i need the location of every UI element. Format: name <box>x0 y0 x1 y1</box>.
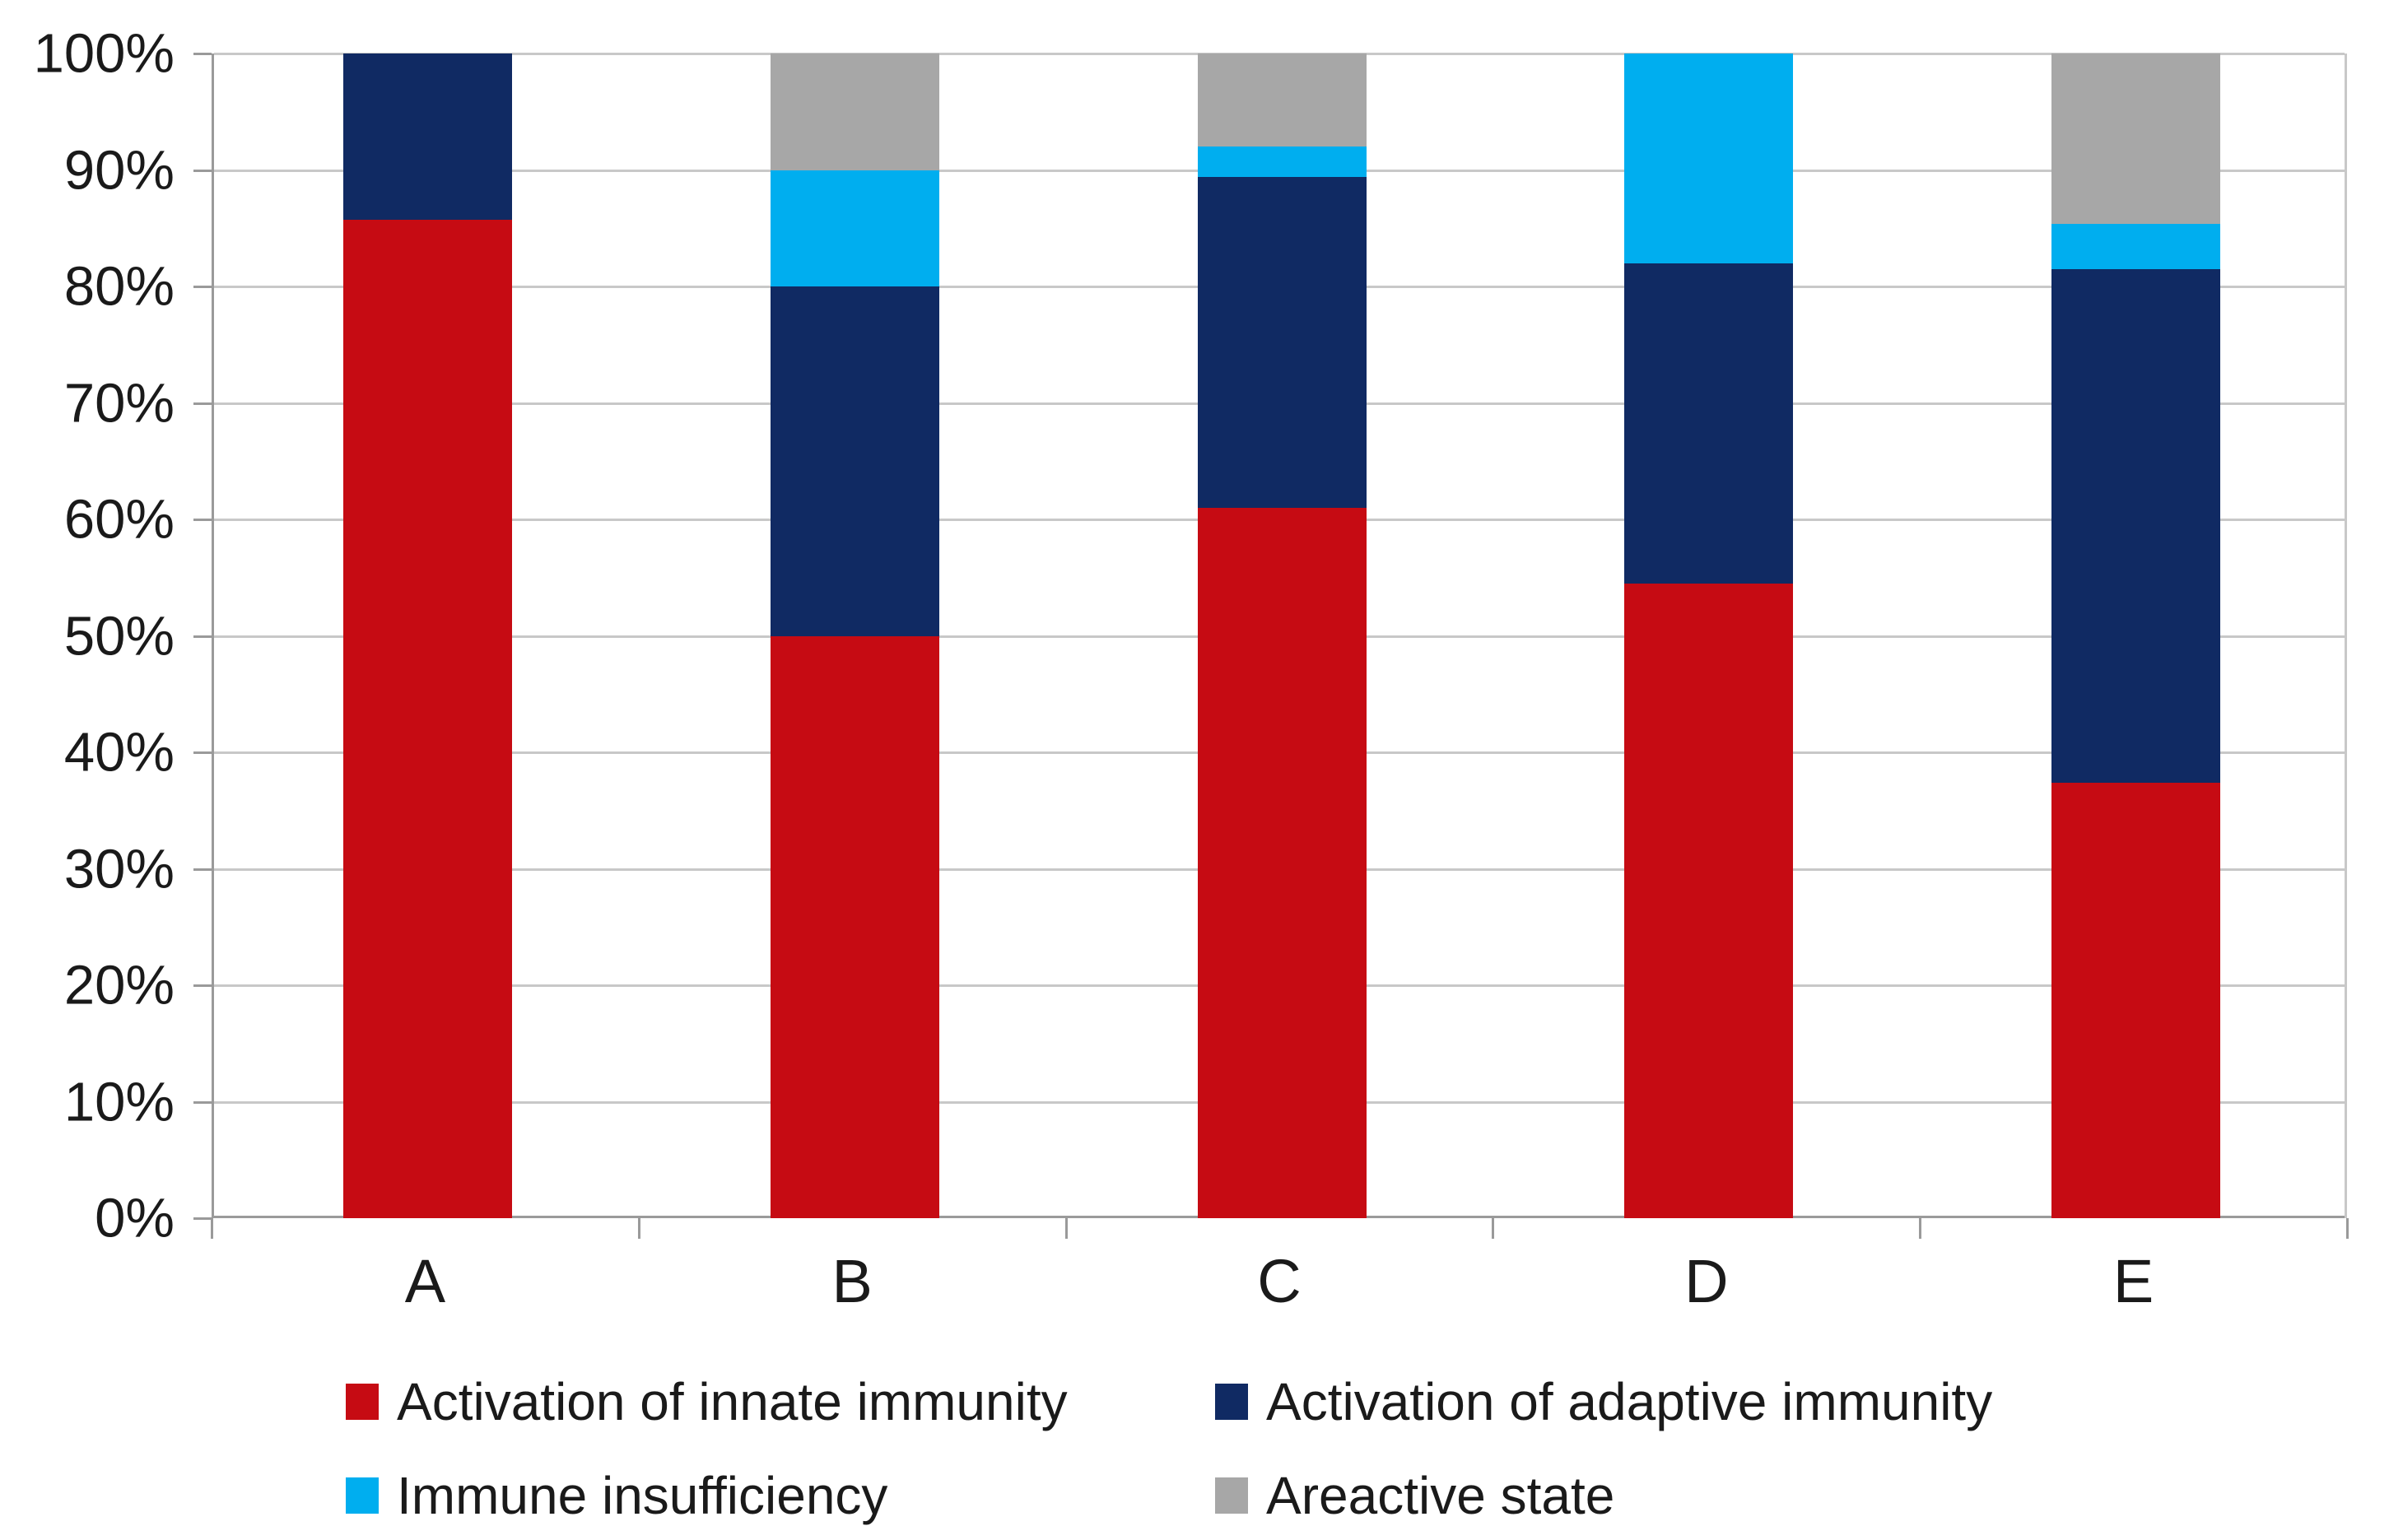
bar-segment <box>1624 583 1794 1218</box>
x-category-label: E <box>2112 1247 2154 1315</box>
y-axis-tick <box>193 519 212 521</box>
bar-segment <box>1197 507 1367 1218</box>
bar-A <box>342 54 512 1218</box>
y-tick-label: 90% <box>63 139 175 201</box>
x-axis-tick <box>211 1218 213 1239</box>
legend-label: Activation of innate immunity <box>397 1372 1068 1431</box>
bar-segment <box>770 54 939 170</box>
bar-segment <box>2051 223 2221 269</box>
x-axis-tick <box>2346 1218 2349 1239</box>
bar-E <box>2051 54 2221 1218</box>
bar-segment <box>2051 268 2221 783</box>
bar-segment <box>1624 54 1794 263</box>
y-axis-tick <box>193 868 212 871</box>
x-axis-tick <box>1919 1218 1922 1239</box>
y-tick-label: 0% <box>95 1187 175 1249</box>
y-axis-tick <box>193 1100 212 1104</box>
bar-segment <box>770 170 939 286</box>
legend-item: Immune insufficiency <box>346 1468 887 1523</box>
bar-segment <box>1197 54 1367 147</box>
legend-swatch-icon <box>1215 1384 1248 1420</box>
y-axis-tick <box>193 286 212 288</box>
y-axis-tick <box>193 402 212 405</box>
bar-B <box>770 54 939 1218</box>
bar-D <box>1624 54 1794 1218</box>
y-axis-tick <box>193 984 212 987</box>
bar-segment <box>1624 263 1794 584</box>
legend-item: Areactive state <box>1215 1468 1614 1523</box>
y-axis-tick <box>193 169 212 172</box>
y-tick-label: 80% <box>63 255 175 318</box>
x-axis-tick <box>637 1218 640 1239</box>
y-tick-label: 50% <box>63 605 175 667</box>
y-tick-label: 30% <box>63 838 175 900</box>
bar-segment <box>770 635 939 1218</box>
y-axis-tick <box>193 1217 212 1220</box>
x-category-label: D <box>1684 1247 1729 1315</box>
y-tick-label: 20% <box>63 954 175 1017</box>
x-axis-tick <box>1492 1218 1495 1239</box>
legend-swatch-icon <box>346 1384 379 1420</box>
y-tick-label: 70% <box>63 372 175 434</box>
y-axis-tick <box>193 53 212 55</box>
bar-segment <box>770 286 939 636</box>
y-axis-tick <box>193 635 212 638</box>
legend-item: Activation of innate immunity <box>346 1375 1068 1429</box>
plot-area <box>212 53 2347 1218</box>
legend-label: Areactive state <box>1266 1466 1615 1525</box>
legend-swatch-icon <box>346 1477 379 1514</box>
bar-segment <box>342 220 512 1218</box>
y-axis-tick <box>193 751 212 754</box>
x-category-label: A <box>404 1247 446 1315</box>
x-category-label: C <box>1257 1247 1302 1315</box>
x-axis-tick <box>1064 1218 1068 1239</box>
legend-label: Activation of adaptive immunity <box>1266 1372 1993 1431</box>
bar-segment <box>2051 782 2221 1218</box>
y-tick-label: 60% <box>63 488 175 551</box>
y-tick-label: 10% <box>63 1071 175 1133</box>
bar-segment <box>342 54 512 221</box>
bar-segment <box>2051 54 2221 224</box>
x-category-label: B <box>831 1247 873 1315</box>
y-tick-label: 40% <box>63 721 175 784</box>
legend-label: Immune insufficiency <box>397 1466 888 1525</box>
legend-swatch-icon <box>1215 1477 1248 1514</box>
y-tick-label: 100% <box>33 22 175 85</box>
bar-segment <box>1197 177 1367 508</box>
legend-item: Activation of adaptive immunity <box>1215 1375 1992 1429</box>
bar-C <box>1197 54 1367 1218</box>
bar-segment <box>1197 147 1367 177</box>
